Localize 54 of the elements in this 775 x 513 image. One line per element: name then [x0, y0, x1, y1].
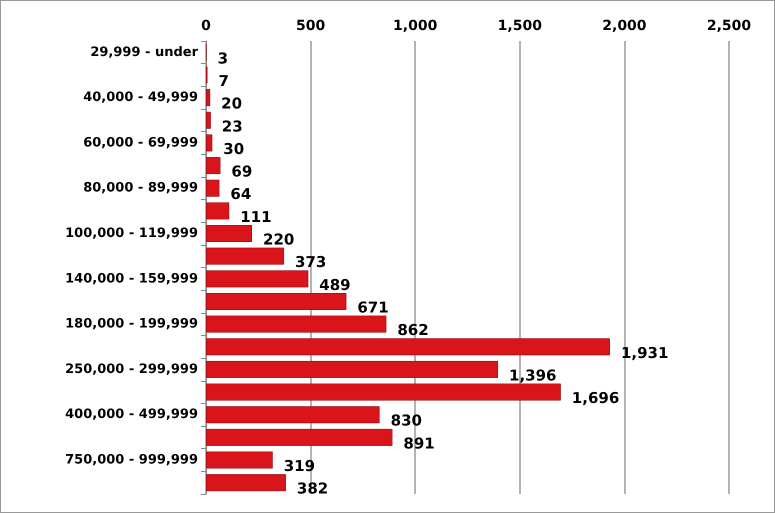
bar — [206, 292, 346, 310]
y-tick-label: 100,000 - 119,999 — [65, 226, 198, 242]
bar — [206, 248, 284, 265]
data-label: 1,696 — [572, 389, 620, 408]
bar — [206, 360, 498, 378]
data-label: 30 — [223, 140, 244, 158]
data-label: 20 — [221, 94, 242, 113]
bar — [206, 89, 210, 106]
data-label: 64 — [230, 185, 252, 204]
y-tick-label: 29,999 - under — [90, 44, 199, 60]
bar — [206, 202, 230, 220]
data-label: 671 — [357, 298, 389, 316]
y-tick-label: 400,000 - 499,999 — [65, 407, 198, 422]
data-label: 489 — [319, 276, 351, 294]
x-tick-label: 2,500 — [706, 18, 752, 34]
data-label: 220 — [263, 230, 294, 249]
bar — [206, 406, 380, 424]
x-tick-label: 2,000 — [602, 18, 647, 34]
bar — [206, 474, 286, 492]
y-tick-label: 180,000 - 199,999 — [65, 316, 198, 332]
bar — [206, 112, 211, 129]
data-label: 7 — [218, 72, 229, 90]
y-tick-label: 40,000 - 49,999 — [83, 90, 198, 106]
bar — [206, 157, 220, 174]
data-label: 1,396 — [509, 366, 556, 384]
y-tick-label: 250,000 - 299,999 — [65, 362, 198, 377]
y-tick-label: 60,000 - 69,999 — [83, 135, 198, 150]
data-label: 69 — [231, 162, 252, 181]
x-tick-label: 1,500 — [498, 18, 542, 34]
data-label: 830 — [390, 412, 422, 430]
bar — [206, 180, 220, 197]
bar — [206, 270, 308, 288]
bar — [206, 384, 561, 401]
bar — [206, 428, 392, 446]
data-label: 862 — [397, 321, 429, 340]
data-label: 111 — [240, 208, 272, 226]
data-label: 1,931 — [620, 344, 668, 362]
x-tick-label: 1,000 — [393, 18, 438, 34]
x-tick-label: 500 — [296, 18, 326, 34]
bar — [206, 338, 610, 356]
data-label: 3 — [218, 49, 228, 68]
data-label: 23 — [222, 117, 243, 136]
data-label: 382 — [296, 480, 328, 498]
data-label: 373 — [295, 253, 326, 272]
bar — [206, 452, 273, 469]
y-tick-label: 80,000 - 89,999 — [83, 180, 198, 196]
data-label: 319 — [284, 457, 316, 476]
x-tick-label: 0 — [201, 18, 212, 34]
bar — [206, 134, 212, 152]
y-tick-label: 750,000 - 999,999 — [65, 452, 198, 468]
y-tick-label: 140,000 - 159,999 — [65, 271, 198, 286]
bar — [206, 316, 386, 333]
bar — [206, 225, 252, 242]
data-label: 891 — [403, 434, 435, 452]
